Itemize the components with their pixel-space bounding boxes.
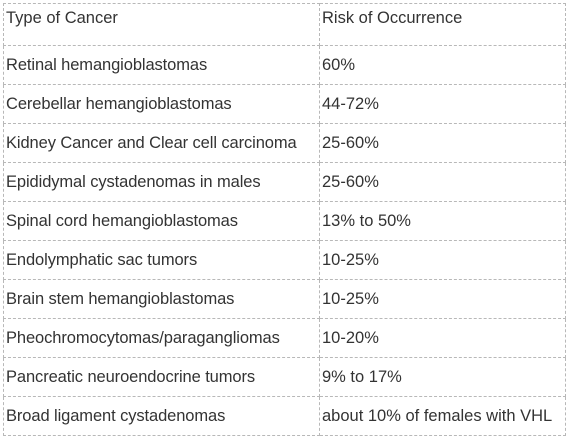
risk-cell: 10-25% (319, 279, 566, 319)
risk-cell: 44-72% (319, 84, 566, 124)
table-header-row: Type of Cancer Risk of Occurrence (3, 3, 566, 46)
table-row: Brain stem hemangioblastomas 10-25% (3, 279, 566, 319)
risk-cell: 25-60% (319, 162, 566, 202)
cancer-type-cell: Epididymal cystadenomas in males (3, 162, 320, 202)
cancer-type-cell: Pheochromocytomas/paragangliomas (3, 318, 320, 358)
cancer-type-cell: Broad ligament cystadenomas (3, 396, 320, 436)
cancer-type-cell: Brain stem hemangioblastomas (3, 279, 320, 319)
cancer-risk-table-container: Type of Cancer Risk of Occurrence Retina… (3, 3, 566, 436)
risk-cell: about 10% of females with VHL (319, 396, 566, 436)
table-row: Endolymphatic sac tumors 10-25% (3, 240, 566, 280)
cancer-type-cell: Retinal hemangioblastomas (3, 45, 320, 85)
risk-cell: 60% (319, 45, 566, 85)
cancer-type-cell: Pancreatic neuroendocrine tumors (3, 357, 320, 397)
header-risk-of-occurrence: Risk of Occurrence (319, 3, 566, 46)
table-row: Pancreatic neuroendocrine tumors 9% to 1… (3, 357, 566, 397)
table-row: Broad ligament cystadenomas about 10% of… (3, 396, 566, 436)
risk-cell: 10-20% (319, 318, 566, 358)
table-row: Kidney Cancer and Clear cell carcinoma 2… (3, 123, 566, 163)
table-row: Cerebellar hemangioblastomas 44-72% (3, 84, 566, 124)
risk-cell: 10-25% (319, 240, 566, 280)
table-row: Pheochromocytomas/paragangliomas 10-20% (3, 318, 566, 358)
risk-cell: 25-60% (319, 123, 566, 163)
table-row: Retinal hemangioblastomas 60% (3, 45, 566, 85)
cancer-type-cell: Spinal cord hemangioblastomas (3, 201, 320, 241)
cancer-type-cell: Cerebellar hemangioblastomas (3, 84, 320, 124)
table-row: Epididymal cystadenomas in males 25-60% (3, 162, 566, 202)
header-type-of-cancer: Type of Cancer (3, 3, 320, 46)
cancer-type-cell: Endolymphatic sac tumors (3, 240, 320, 280)
table-row: Spinal cord hemangioblastomas 13% to 50% (3, 201, 566, 241)
risk-cell: 13% to 50% (319, 201, 566, 241)
cancer-type-cell: Kidney Cancer and Clear cell carcinoma (3, 123, 320, 163)
risk-cell: 9% to 17% (319, 357, 566, 397)
cancer-risk-table: Type of Cancer Risk of Occurrence Retina… (3, 3, 566, 436)
